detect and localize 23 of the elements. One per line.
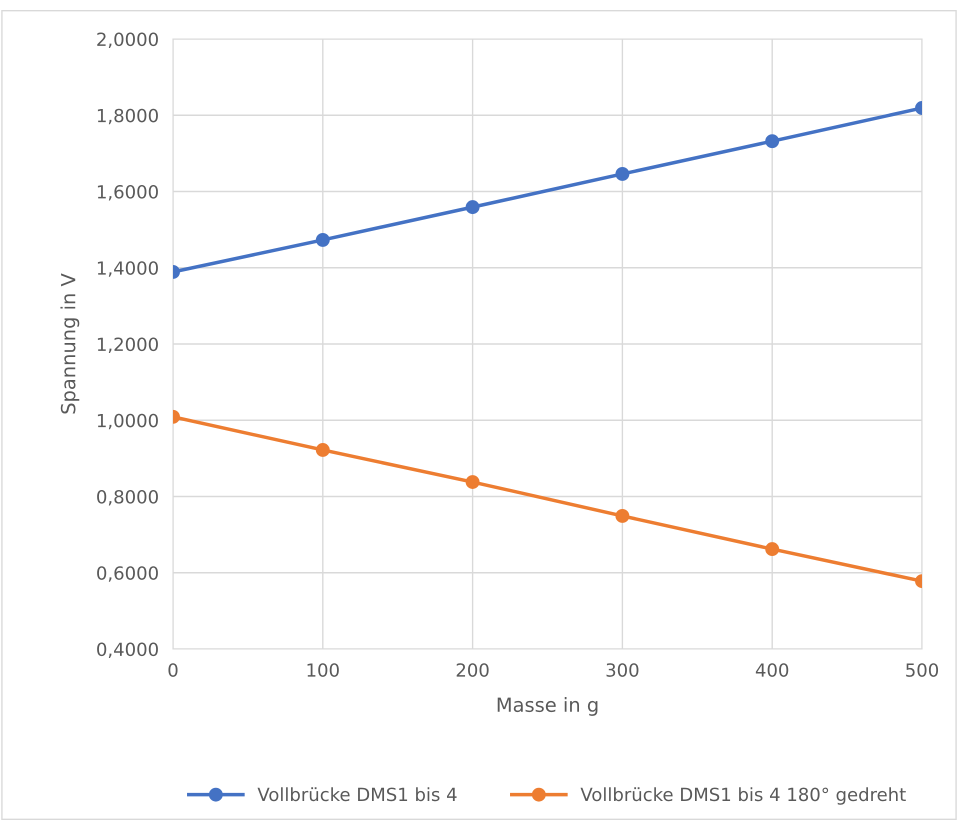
y-tick-label: 2,0000 <box>97 32 158 48</box>
y-axis-title: Spannung in V <box>60 273 80 414</box>
y-tick-label: 1,2000 <box>98 337 158 353</box>
legend-label: Vollbrücke DMS1 bis 4 180° gedreht <box>580 787 906 805</box>
x-tick-label: 200 <box>456 663 489 677</box>
point <box>466 200 480 214</box>
point <box>466 475 480 489</box>
y-tick-label: 1,8000 <box>98 108 158 124</box>
x-tick-label: 300 <box>606 663 638 677</box>
y-tick-label: 1,0000 <box>98 414 158 430</box>
y-tick-label: 0,4000 <box>97 642 158 658</box>
y-tick-label: 1,4000 <box>98 261 158 277</box>
legend-label: Vollbrücke DMS1 bis 4 <box>258 787 457 802</box>
x-tick-label: 500 <box>906 663 938 677</box>
y-tick-label: 1,6000 <box>98 184 158 200</box>
x-axis-title: Masse in g <box>498 697 598 716</box>
point <box>615 509 630 523</box>
x-tick-label: 0 <box>168 663 178 677</box>
x-tick-label: 100 <box>308 663 339 677</box>
point <box>615 167 630 181</box>
x-tick-label: 400 <box>756 663 788 677</box>
y-tick-label: 0,8000 <box>97 490 158 506</box>
y-tick-label: 0,6000 <box>97 566 158 582</box>
